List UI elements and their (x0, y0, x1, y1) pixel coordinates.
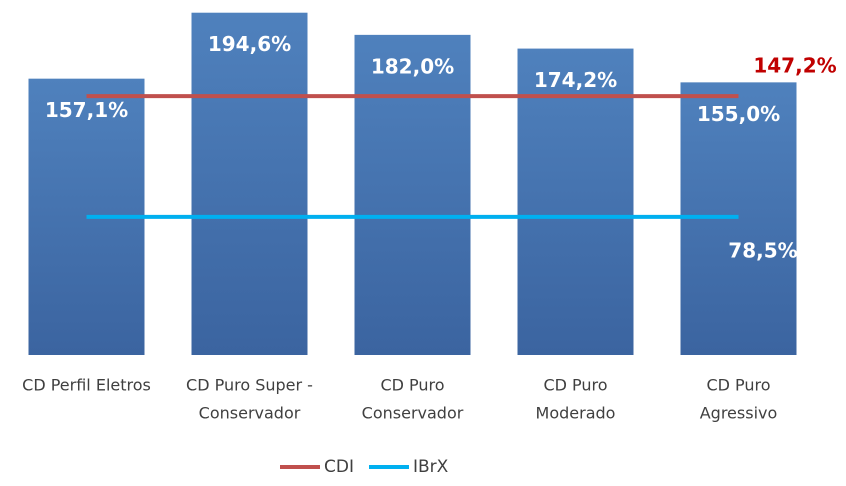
bar (517, 48, 634, 355)
value-label: 157,1% (45, 98, 128, 122)
x-tick-label: CD Puro (380, 376, 444, 395)
value-label: 194,6% (208, 32, 291, 56)
x-tick-label: CD Puro (706, 376, 770, 395)
x-tick-label: Conservador (362, 404, 464, 423)
line-value-label: 78,5% (728, 238, 797, 262)
x-tick-label: CD Perfil Eletros (22, 376, 151, 395)
bar (354, 34, 471, 355)
value-label: 174,2% (534, 68, 617, 92)
bar (191, 12, 308, 356)
legend-label: CDI (324, 457, 354, 477)
x-tick-label: Agressivo (700, 404, 778, 423)
x-tick-label: Conservador (199, 404, 301, 423)
x-tick-label: Moderado (536, 404, 616, 423)
x-tick-label: CD Puro Super - (186, 376, 313, 395)
legend-label: IBrX (413, 457, 449, 477)
line-value-label: 147,2% (753, 54, 836, 78)
value-label: 182,0% (371, 54, 454, 78)
value-label: 155,0% (697, 102, 780, 126)
x-tick-label: CD Puro (543, 376, 607, 395)
